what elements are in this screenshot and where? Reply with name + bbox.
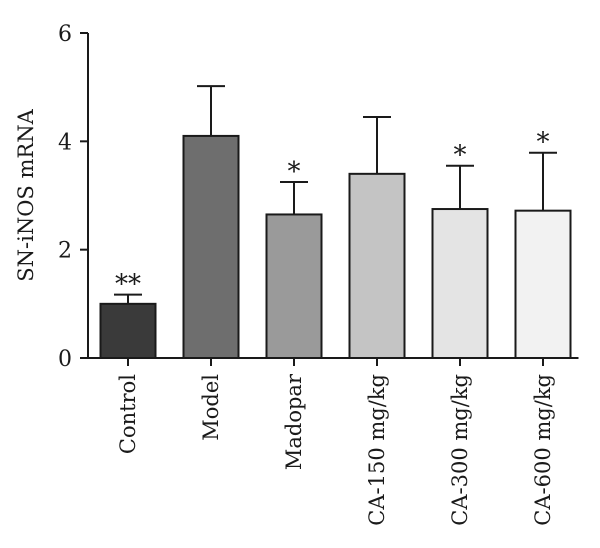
error-bars: [114, 85, 557, 304]
category-label: CA-300 mg/kg: [448, 374, 472, 526]
bar: [182, 134, 240, 359]
significance-markers: **** *: [115, 128, 550, 300]
bar: [99, 302, 157, 360]
y-axis-title: SN-iNOS mRNA: [14, 108, 38, 281]
y-tick-label: 2: [58, 239, 72, 264]
y-tick-label: 0: [58, 347, 72, 372]
category-label: CA-600 mg/kg: [531, 374, 555, 526]
y-tick-label: 6: [58, 22, 72, 47]
significance-marker: **: [115, 270, 141, 300]
y-tick-label: 4: [58, 130, 72, 155]
bars: [99, 134, 572, 360]
category-label: Control: [116, 374, 140, 454]
category-label: CA-150 mg/kg: [365, 374, 389, 526]
category-labels: Control Model Madopar CA-150 mg/kg CA-300 mg…: [116, 373, 555, 526]
bar: [431, 208, 489, 359]
bar: [265, 213, 323, 359]
category-label: Model: [199, 374, 223, 441]
y-axis: 0 2 4 6: [58, 22, 89, 372]
significance-marker: *: [537, 128, 550, 158]
significance-marker: *: [454, 141, 467, 171]
significance-marker: *: [288, 157, 301, 187]
category-label: Madopar: [282, 373, 306, 470]
x-axis: [87, 357, 579, 366]
bar: [514, 209, 572, 359]
bar: [348, 172, 406, 359]
